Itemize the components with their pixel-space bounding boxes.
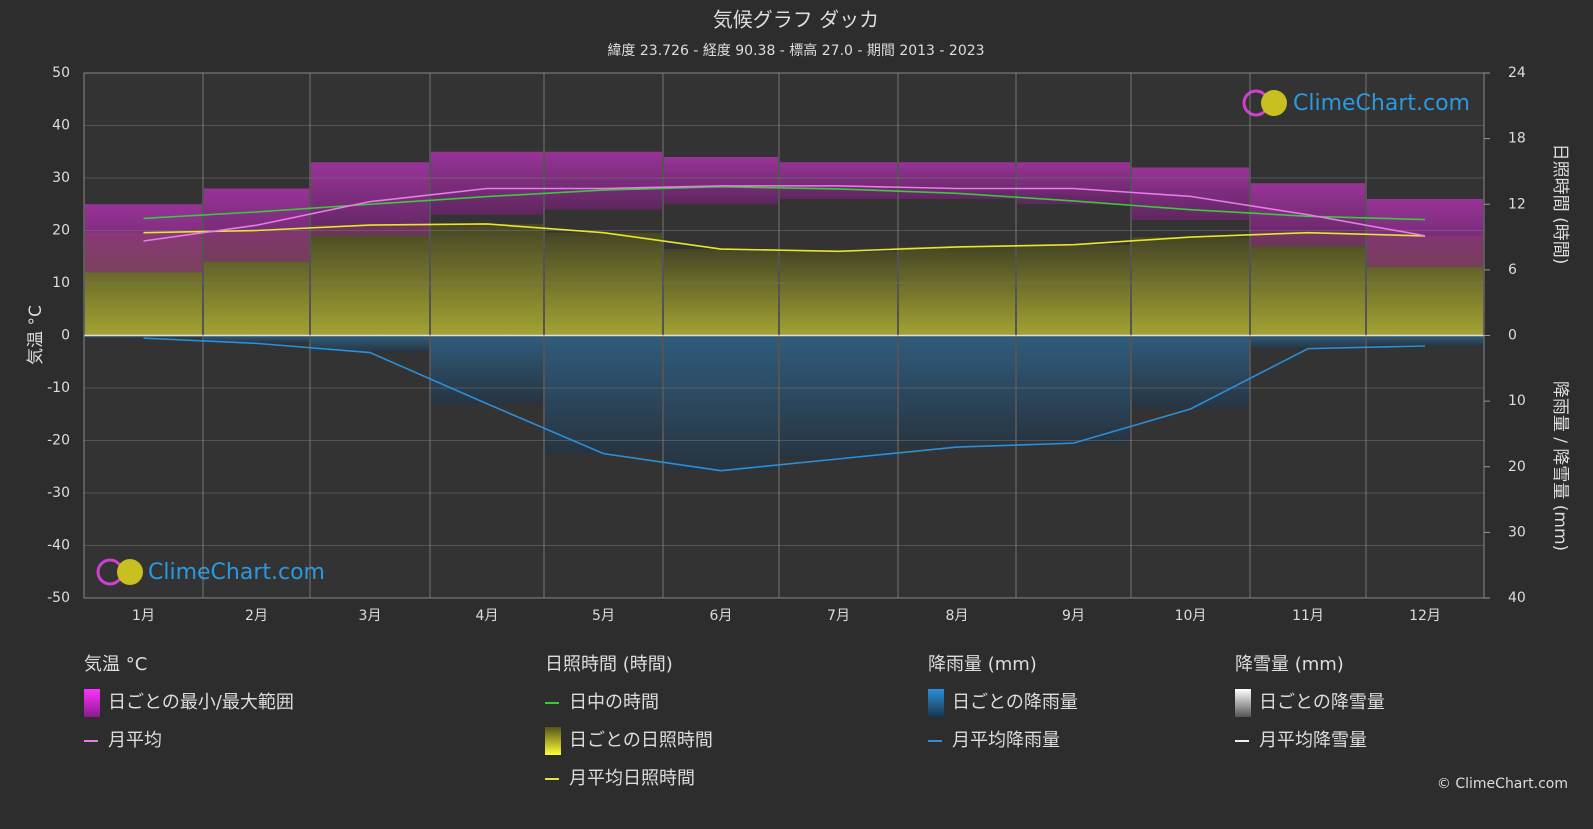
rain-bar xyxy=(899,335,1015,448)
temp-range xyxy=(311,162,429,236)
temp-range xyxy=(1017,162,1130,205)
x-tick-label: 10月 xyxy=(1175,608,1207,624)
sunshine-bar xyxy=(311,225,429,336)
logo-sun xyxy=(1261,90,1287,116)
rain-bar xyxy=(1132,335,1249,409)
rain-bar xyxy=(204,335,309,344)
legend-title: 日照時間 (時間) xyxy=(545,654,673,675)
x-tick-label: 11月 xyxy=(1292,608,1324,624)
legend-label: 月平均降雨量 xyxy=(952,730,1060,751)
legend-swatch xyxy=(1235,689,1251,717)
sunshine-bar xyxy=(1132,237,1249,336)
temp-range xyxy=(85,204,202,273)
temp-range xyxy=(431,151,543,215)
y-tick-label: -50 xyxy=(47,590,70,606)
sunshine-bar xyxy=(664,249,778,336)
x-tick-label: 7月 xyxy=(827,608,850,624)
x-tick-label: 4月 xyxy=(476,608,499,624)
copyright: © ClimeChart.com xyxy=(1437,776,1568,792)
legend-swatch xyxy=(84,689,100,717)
x-tick-label: 1月 xyxy=(132,608,155,624)
y-tick-label: 0 xyxy=(61,328,70,344)
x-tick-label: 3月 xyxy=(359,608,382,624)
y-tick-label: 20 xyxy=(52,223,70,239)
x-tick-label: 12月 xyxy=(1409,608,1441,624)
rain-bar xyxy=(431,335,543,404)
x-tick-label: 2月 xyxy=(245,608,268,624)
rain-bar xyxy=(1367,335,1483,346)
x-tick-label: 8月 xyxy=(946,608,969,624)
legend-swatch xyxy=(928,689,944,717)
y2-tick-label: 12 xyxy=(1508,196,1526,212)
legend-label: 月平均日照時間 xyxy=(569,768,695,789)
x-tick-label: 5月 xyxy=(592,608,615,624)
x-tick-label: 9月 xyxy=(1062,608,1085,624)
legend-label: 日ごとの降雨量 xyxy=(952,692,1078,713)
series-line xyxy=(143,185,1426,242)
y2-axis-label: 降雨量 / 降雪量 (mm) xyxy=(1550,381,1570,551)
legend-label: 月平均 xyxy=(108,730,162,751)
watermark: ClimeChart.com ClimeChart.com xyxy=(96,89,1470,586)
y2-tick-label: 30 xyxy=(1508,524,1526,540)
rain-bar xyxy=(1017,335,1130,444)
rain-bar xyxy=(780,335,897,459)
series-line xyxy=(143,223,1426,253)
y2-axis-label: 日照時間 (時間) xyxy=(1550,144,1570,265)
watermark-text: ClimeChart.com xyxy=(148,560,325,585)
legend-title: 降雪量 (mm) xyxy=(1235,654,1344,675)
rain-bar xyxy=(664,335,778,471)
sunshine-bar xyxy=(780,251,897,336)
y2-tick-label: 10 xyxy=(1508,393,1526,409)
x-tick-label: 6月 xyxy=(710,608,733,624)
legend-label: 日ごとの日照時間 xyxy=(569,730,713,751)
watermark-text: ClimeChart.com xyxy=(1293,91,1470,116)
y-tick-label: -40 xyxy=(47,538,70,554)
y-tick-label: -10 xyxy=(47,380,70,396)
legend-label: 月平均降雪量 xyxy=(1259,730,1367,751)
sunshine-bar xyxy=(1017,244,1130,336)
series-line xyxy=(143,337,1426,472)
temp-range xyxy=(545,151,662,210)
rain-bar xyxy=(311,335,429,353)
legend-title: 降雨量 (mm) xyxy=(928,654,1037,675)
y-tick-label: 50 xyxy=(52,65,70,81)
rain-bar xyxy=(545,335,662,454)
y2-tick-label: 20 xyxy=(1508,459,1526,475)
legend-title: 気温 °C xyxy=(84,654,147,675)
y-tick-label: 10 xyxy=(52,275,70,291)
y2-tick-label: 18 xyxy=(1508,131,1526,147)
chart-title: 気候グラフ ダッカ xyxy=(713,8,879,32)
y-axis-label: 気温 °C xyxy=(26,305,46,365)
legend-label: 日中の時間 xyxy=(569,692,659,713)
y2-tick-label: 6 xyxy=(1508,262,1517,278)
y-tick-label: -30 xyxy=(47,485,70,501)
legend-label: 日ごとの最小/最大範囲 xyxy=(108,692,294,713)
y-tick-label: 40 xyxy=(52,118,70,134)
y2-tick-label: 24 xyxy=(1508,65,1526,81)
temp-range xyxy=(780,162,897,199)
sunshine-bar xyxy=(431,223,543,336)
rain-bar xyxy=(85,335,202,339)
legend-swatch xyxy=(545,727,561,755)
subtitle: 緯度 23.726 - 経度 90.38 - 標高 27.0 - 期間 2013… xyxy=(607,42,984,59)
temp-range xyxy=(1367,199,1483,268)
logo-sun xyxy=(117,559,143,585)
y2-tick-label: 0 xyxy=(1508,328,1517,344)
sunshine-bar xyxy=(1251,232,1365,336)
legend-label: 日ごとの降雪量 xyxy=(1259,692,1385,713)
rain-bar xyxy=(1251,335,1365,349)
sunshine-bar xyxy=(899,246,1015,336)
y-tick-label: -20 xyxy=(47,433,70,449)
y-tick-label: 30 xyxy=(52,170,70,186)
sunshine-bar xyxy=(545,232,662,336)
y2-tick-label: 40 xyxy=(1508,590,1526,606)
temp-range xyxy=(664,157,778,205)
plot-frame xyxy=(83,72,1485,599)
